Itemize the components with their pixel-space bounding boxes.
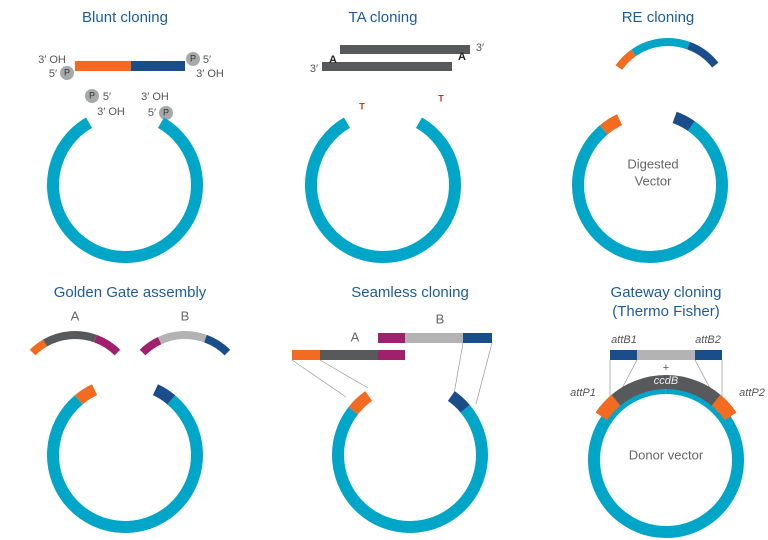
- panel-title: Gateway cloning: [611, 284, 722, 301]
- dna-arc: [348, 391, 373, 415]
- dna-arc: [599, 114, 623, 135]
- dna-arc: [572, 121, 728, 263]
- label: 5′: [49, 68, 57, 80]
- insert-segment: [695, 350, 722, 360]
- insert-strand: [340, 45, 470, 54]
- fragment-segment: [463, 333, 492, 343]
- dna-arc: [595, 394, 621, 421]
- label: 5′: [103, 91, 111, 103]
- connector: [475, 342, 493, 405]
- label: 3′ OH: [141, 91, 169, 103]
- label: 3′: [310, 63, 318, 75]
- label: P: [64, 67, 70, 77]
- label: B: [436, 311, 445, 326]
- label: Digested: [627, 156, 678, 171]
- dna-arc: [157, 331, 207, 345]
- panel-title: Golden Gate assembly: [54, 284, 207, 301]
- dna-arc: [332, 404, 488, 533]
- insert-segment: [637, 350, 695, 360]
- dna-arc: [587, 382, 744, 538]
- connector: [291, 359, 347, 398]
- connector: [453, 342, 464, 395]
- dna-arc: [204, 334, 231, 356]
- fragment-segment: [292, 350, 320, 360]
- label: 3′ OH: [97, 106, 125, 118]
- insert-segment: [75, 61, 131, 71]
- phosphate: [159, 106, 173, 120]
- label: 3′: [476, 42, 484, 54]
- dna-arc: [711, 394, 737, 421]
- phosphate: [186, 52, 200, 66]
- connector: [319, 359, 369, 389]
- dna-arc: [687, 41, 719, 68]
- label: P: [190, 53, 196, 63]
- fragment-segment: [405, 333, 463, 343]
- dna-arc: [47, 117, 203, 263]
- dna-arc: [94, 334, 121, 356]
- label: P: [89, 90, 95, 100]
- panel-subtitle: (Thermo Fisher): [612, 303, 720, 320]
- label: Vector: [635, 173, 673, 188]
- panel-title: Blunt cloning: [82, 9, 168, 26]
- dna-arc: [631, 38, 690, 57]
- label: +: [663, 362, 669, 374]
- label: attP2: [739, 387, 765, 399]
- dna-arc: [152, 384, 176, 405]
- fragment-segment: [320, 350, 378, 360]
- label: A: [329, 54, 337, 66]
- dna-arc: [672, 111, 695, 132]
- dna-arc: [43, 331, 97, 347]
- label: attB2: [695, 334, 721, 346]
- connector: [694, 359, 713, 393]
- connector: [619, 359, 638, 393]
- label: 3′ OH: [38, 54, 66, 66]
- dna-arc: [611, 375, 721, 406]
- label: 5′: [203, 54, 211, 66]
- label: ccdB: [654, 375, 678, 387]
- label: P: [163, 107, 169, 117]
- dna-arc: [29, 339, 48, 356]
- fragment-segment: [378, 350, 405, 360]
- dna-arc: [47, 395, 203, 533]
- panel-title: TA cloning: [349, 9, 418, 26]
- label: T: [438, 93, 444, 103]
- dna-arc: [615, 49, 637, 71]
- dna-arc: [74, 384, 98, 405]
- phosphate: [85, 89, 99, 103]
- arcs: [29, 38, 744, 538]
- phosphate: [60, 66, 74, 80]
- label: A: [351, 329, 360, 344]
- label: Donor vector: [629, 447, 704, 462]
- insert-segment: [610, 350, 637, 360]
- label: attP1: [570, 387, 596, 399]
- label: attB1: [611, 334, 637, 346]
- panel-title: Seamless cloning: [351, 284, 469, 301]
- label: 5′: [148, 107, 156, 119]
- fragment-segment: [378, 333, 405, 343]
- panel-title: RE cloning: [622, 9, 695, 26]
- label: T: [359, 101, 365, 111]
- dna-arc: [447, 391, 470, 413]
- label: 3′ OH: [196, 68, 224, 80]
- dna-arc: [305, 117, 461, 263]
- label: A: [458, 51, 466, 63]
- dna-arc: [139, 336, 162, 356]
- insert-strand: [322, 62, 452, 71]
- label: A: [71, 308, 80, 323]
- label: B: [181, 308, 190, 323]
- insert-segment: [131, 61, 185, 71]
